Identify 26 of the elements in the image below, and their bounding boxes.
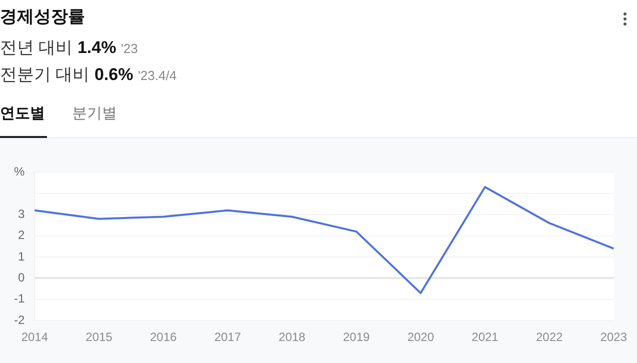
y-tick-label: 3	[18, 206, 25, 221]
text: '23	[120, 41, 138, 56]
x-tick-label: 2023	[600, 330, 628, 344]
x-tick-label: 2019	[342, 330, 370, 344]
x-tick-label: 2015	[86, 330, 113, 344]
x-tick-label: 2017	[214, 330, 242, 344]
y-tick-label: 0	[18, 270, 25, 285]
text: 전분기 대비	[0, 65, 90, 84]
y-tick-label: -2	[14, 312, 25, 327]
y-tick-label: -1	[14, 292, 25, 306]
x-tick-label: 2018	[278, 330, 306, 344]
y-tick-label: %	[14, 164, 25, 179]
x-tick-label: 2021	[472, 330, 499, 344]
text: 전년 대비	[0, 38, 73, 57]
y-tick-label: 1	[18, 249, 25, 264]
text: 0.6%	[94, 65, 134, 84]
x-tick-label: 2020	[407, 330, 434, 344]
text: 1.4%	[77, 38, 116, 57]
text: 연도별	[0, 104, 45, 123]
x-tick-label: 2014	[21, 330, 48, 344]
text: '23.4/4	[138, 68, 177, 83]
chart-title: 경제성장률	[0, 6, 85, 28]
x-tick-label: 2016	[150, 330, 178, 344]
x-tick-label: 2022	[536, 330, 563, 344]
text: 분기별	[72, 104, 117, 123]
y-tick-label: 2	[18, 228, 25, 242]
